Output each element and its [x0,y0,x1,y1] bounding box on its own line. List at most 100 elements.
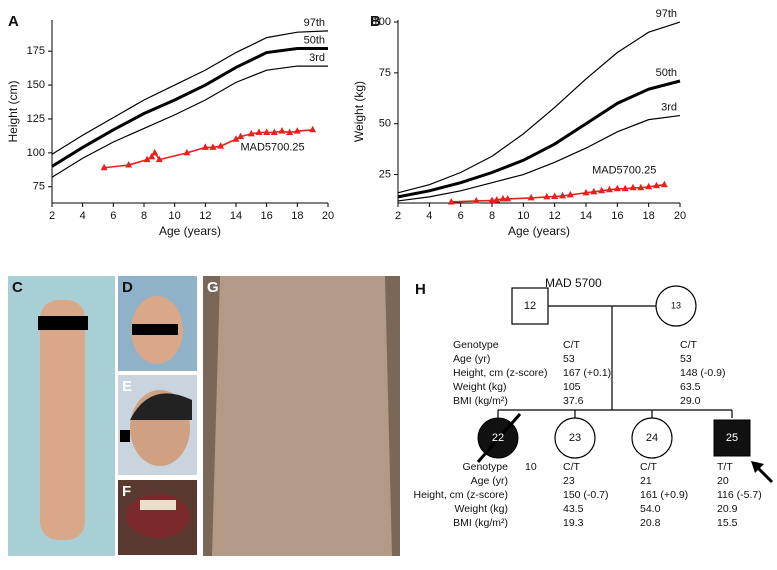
data-point [247,129,255,137]
parent-value: 167 (+0.1) [563,367,611,379]
parent-value: C/T [680,339,698,351]
x-tick-label: 2 [49,210,55,222]
series-label: 50th [304,34,325,46]
panel-label: A [8,13,19,30]
pedigree-title: MAD 5700 [545,276,602,290]
panel-label: B [370,13,381,30]
data-point [255,128,263,136]
row-label: Weight (kg) [455,503,509,515]
series-label: 50th [656,67,677,79]
child-value: 43.5 [563,503,584,515]
data-point [293,127,301,134]
x-tick-label: 20 [322,210,334,222]
row-label: Age (yr) [453,353,490,365]
series-label: MAD5700.25 [592,165,656,177]
series-line [51,65,328,178]
row-label: BMI (kg/m²) [453,395,508,407]
y-tick-label: 100 [27,147,45,159]
parent-value: 63.5 [680,381,701,393]
row-label: Height, cm (z-score) [453,367,548,379]
series-line [397,114,681,202]
series-label: MAD5700.25 [240,142,304,154]
parent-value: 53 [563,353,575,365]
x-tick-label: 8 [489,210,495,222]
node-id: 23 [569,432,581,444]
child-value: 23 [563,475,575,487]
node-id: 12 [524,300,536,312]
child-value: 20 [717,475,729,487]
y-tick-label: 25 [379,168,391,180]
row-label: Genotype [453,339,499,351]
data-point [551,192,559,199]
data-point [151,148,159,156]
data-point [637,183,645,191]
data-point [237,132,245,140]
row-label: Genotype [462,461,508,473]
data-point [155,155,163,163]
child-value: 54.0 [640,503,661,515]
photo-c-figure [40,300,85,540]
child-value: C/T [640,461,658,473]
x-tick-label: 16 [261,210,273,222]
y-axis-title: Height (cm) [6,80,20,142]
x-tick-label: 4 [80,210,86,222]
y-tick-label: 50 [379,118,391,130]
data-point [201,143,209,150]
x-tick-label: 6 [458,210,464,222]
data-point [629,183,637,191]
x-tick-label: 14 [230,210,242,222]
female-node [631,417,673,459]
data-point [606,185,613,193]
child-value: 10 [525,461,537,473]
x-tick-label: 8 [141,210,147,222]
data-point [217,142,225,149]
data-point [645,182,653,190]
data-point [100,163,108,171]
panel-label: H [415,281,426,298]
x-tick-label: 14 [580,210,592,222]
parent-value: 148 (-0.9) [680,367,726,379]
x-axis-title: Age (years) [159,224,221,238]
parent-value: 37.6 [563,395,584,407]
data-point [653,181,660,189]
child-value: 161 (+0.9) [640,489,688,501]
hair [130,393,192,420]
series-line [51,30,329,155]
panel-label: D [122,279,133,296]
data-point [504,194,512,202]
panel-label: F [122,483,131,500]
data-point [472,196,480,204]
male-node [511,287,549,325]
data-point [590,187,598,195]
data-point [148,152,156,160]
data-point [309,125,317,133]
data-point [125,161,133,168]
y-tick-label: 150 [27,79,45,91]
x-tick-label: 4 [426,210,432,222]
data-point [447,197,455,205]
row-label: BMI (kg/m²) [453,517,508,529]
series-label: 97th [656,8,677,20]
series-line [51,46,328,168]
x-tick-label: 6 [110,210,116,222]
row-label: Weight (kg) [453,381,507,393]
data-point [270,128,278,136]
series-label: 3rd [309,52,325,64]
eye-bar [120,430,130,442]
data-point [566,190,574,198]
child-value: 15.5 [717,517,738,529]
x-tick-label: 18 [643,210,655,222]
pedigree-lines [497,305,733,418]
x-tick-label: 20 [674,210,686,222]
data-point [527,193,535,201]
data-point [209,143,217,150]
back [212,276,392,556]
data-point [582,188,590,196]
x-tick-label: 18 [291,210,303,222]
data-point [559,191,566,199]
female-node [655,285,697,327]
row-label: Height, cm (z-score) [413,489,508,501]
parent-value: 29.0 [680,395,701,407]
data-point [598,186,606,194]
data-point [493,195,501,203]
